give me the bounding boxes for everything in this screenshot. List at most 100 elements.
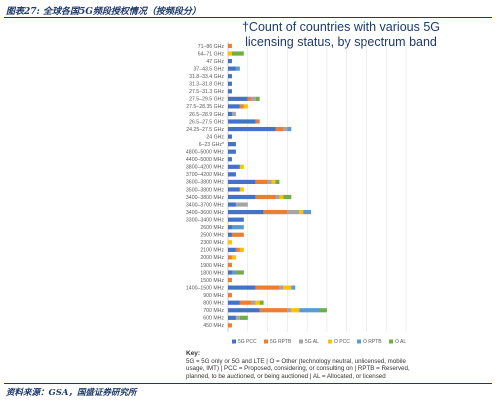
bar-segment: [271, 179, 276, 184]
bar-segment: [235, 270, 244, 275]
bar-segment: [303, 210, 312, 215]
legend-swatch: [299, 339, 303, 344]
bar-segment: [228, 164, 240, 169]
grid-lines: [227, 42, 407, 333]
bar-segment: [255, 285, 280, 290]
category-label: 2600 MHz: [200, 225, 224, 231]
bar-segment: [299, 210, 304, 215]
bar-segment: [231, 270, 236, 275]
bar-segment: [263, 210, 288, 215]
category-label: 900 MHz: [203, 293, 224, 299]
bar-segment: [235, 247, 240, 252]
category-label: 6–23 GHz*: [199, 142, 224, 148]
bar-segment: [255, 119, 260, 124]
bar-segment: [228, 51, 232, 56]
bar-segment: [228, 149, 236, 154]
bar-segment: [228, 217, 244, 222]
key-heading: Key:: [186, 350, 201, 357]
bar-segment: [228, 270, 232, 275]
bar-segment: [279, 285, 284, 290]
bar-segment: [228, 293, 232, 298]
bar-segment: [228, 126, 276, 132]
bar-segment: [231, 225, 244, 230]
legend-label: O AL: [395, 339, 406, 345]
bar-segment: [228, 187, 240, 192]
category-label: 3400–3600 MHz: [186, 210, 224, 216]
category-label: 4800–5000 MHz: [186, 150, 224, 156]
bar-segment: [228, 43, 232, 49]
category-label: 24 GHz: [206, 134, 224, 140]
bar-segment: [228, 300, 240, 305]
bar-segment: [228, 277, 232, 283]
category-label: 2100 MHz: [200, 248, 224, 254]
category-label: 3400–3700 MHz: [186, 202, 224, 208]
category-label: 31.3–31.8 GHz: [189, 82, 224, 88]
category-label: 4400–5000 MHz: [186, 157, 224, 163]
category-label: 3500–3800 MHz: [186, 187, 224, 193]
category-label: 800 MHz: [203, 301, 224, 307]
category-label: 1800 MHz: [200, 270, 224, 276]
bar-segment: [228, 255, 232, 260]
bar-segment: [235, 66, 240, 71]
bar-segment: [239, 164, 244, 169]
bar-segment: [228, 172, 236, 177]
key-box: Key: 5G = 5G only or 5G and LTE | O = Ot…: [186, 350, 421, 380]
bar-segment: [228, 66, 236, 71]
category-label: 64–71 GHz: [198, 51, 225, 57]
bar-segment: [228, 111, 232, 117]
legend-label: O PCC: [334, 339, 350, 345]
legend-swatch: [232, 339, 236, 344]
bar-segment: [228, 262, 232, 268]
bar-segment: [291, 308, 300, 313]
bar-segment: [291, 285, 296, 290]
category-label: 26.5–27.5 GHz: [189, 119, 224, 125]
bar-segment: [243, 104, 248, 109]
bar-segment: [279, 194, 284, 200]
bar-segment: [228, 157, 232, 162]
bar-segment: [287, 126, 292, 132]
category-label: 700 MHz: [203, 308, 224, 314]
bar-segment: [259, 308, 288, 313]
bar-segment: [228, 59, 232, 64]
category-label: 27.5–28.35 GHz: [186, 104, 224, 110]
bar-segment: [228, 74, 232, 79]
bar-segment: [239, 300, 252, 305]
category-label: 27.5–31.3 GHz: [189, 89, 224, 95]
category-label: 2300 MHz: [200, 240, 224, 246]
bar-segment: [231, 111, 236, 117]
header-divider: [4, 17, 492, 18]
bar-segment: [255, 96, 260, 101]
category-label: 3300–3400 MHz: [186, 217, 224, 223]
category-label: 24.25–27.5 GHz: [186, 127, 224, 133]
bar-segment: [275, 179, 280, 184]
bar-segment: [228, 323, 232, 328]
legend-label: 5G PCC: [238, 339, 257, 345]
bar-segment: [228, 89, 232, 94]
legend-label: O RPTB: [363, 339, 382, 345]
legend-label: 5G AL: [305, 339, 319, 345]
bar-segment: [235, 315, 240, 320]
category-label: 3400–3800 MHz: [186, 195, 224, 201]
bar-segment: [228, 96, 248, 101]
source-divider: [4, 383, 492, 384]
bar-segment: [267, 179, 272, 184]
bar-segment: [275, 194, 280, 200]
legend: 5G PCC 5G RPTB 5G AL O PCC O RPTB O AL: [232, 339, 406, 345]
bar-segment: [228, 142, 236, 147]
bar-segment: [251, 300, 256, 305]
bar-segment: [228, 119, 256, 124]
figure-header: 图表27: 全球各国5G频段授权情况（按频段分）: [6, 7, 201, 17]
bar-segment: [283, 285, 292, 290]
bar-segment: [228, 240, 232, 245]
bar-segment: [228, 315, 236, 320]
bar-segment: [228, 308, 260, 313]
bar-segment: [239, 187, 244, 192]
category-label: 1400–1500 MHz: [186, 285, 224, 291]
bar-segment: [228, 179, 256, 184]
bar-segment: [275, 126, 284, 132]
bar-segment: [228, 210, 264, 215]
bar-segment: [283, 194, 292, 200]
bar-segment: [247, 96, 252, 101]
bar-segment: [287, 308, 292, 313]
